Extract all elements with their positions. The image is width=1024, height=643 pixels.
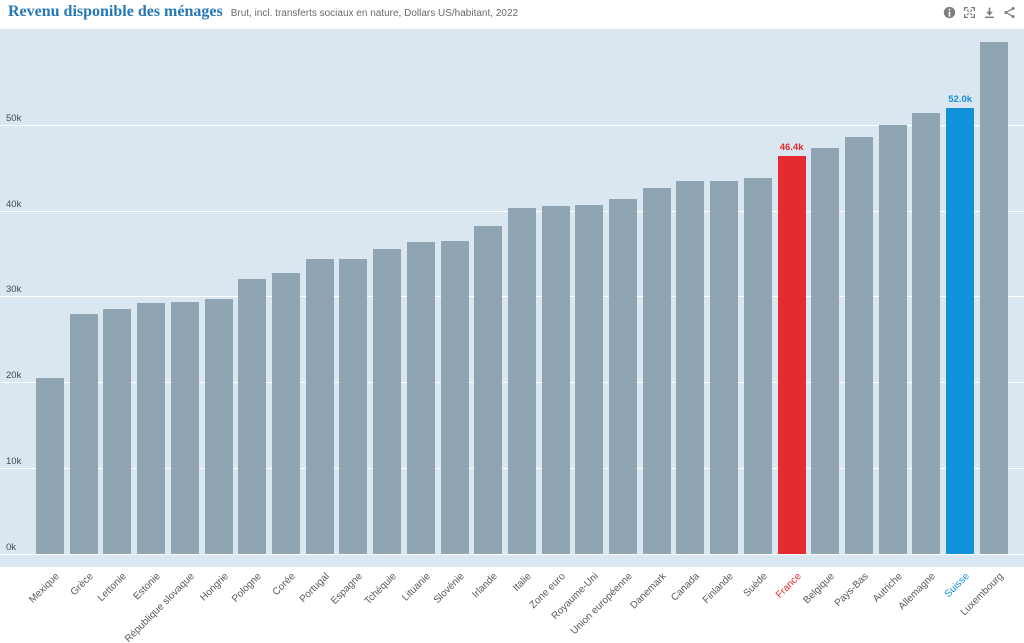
x-label-irlande: Irlande [470,571,500,601]
x-label-finlande: Finlande [701,571,736,606]
bar-irlande[interactable] [474,226,503,554]
x-label-pays-bas: Pays-Bas [832,571,871,610]
x-label-danemark: Danemark [628,571,669,612]
x-axis-labels: Mexique Grèce Lettonie Estonie République sl… [0,567,1024,643]
x-label-slovenie: Slovénie [431,571,467,606]
chart-header: Revenu disponible des ménages Brut, incl… [0,0,1024,29]
bar-grece[interactable] [69,313,98,554]
bar-suisse[interactable] [946,107,975,554]
bar-lettonie[interactable] [103,309,132,554]
gridline-0k [0,554,1024,555]
info-icon[interactable] [942,5,956,19]
x-label-suede: Suède [741,571,770,600]
chart-subtitle: Brut, incl. transferts sociaux en nature… [230,8,519,19]
plot-area: 0k 10k 20k 30k 40k 50k 46.4k 52.0k [0,29,1024,567]
bar-hongrie[interactable] [204,299,233,554]
y-tick-50k: 50k [6,112,22,124]
y-tick-20k: 20k [6,370,22,382]
chart-toolbar [942,5,1016,19]
bar-lituanie[interactable] [406,242,435,554]
x-label-tchequie: Tchéquie [362,571,399,608]
fullscreen-icon[interactable] [962,5,976,19]
x-label-canada: Canada [669,571,703,604]
chart-title: Revenu disponible des ménages [8,3,223,20]
bar-pays-bas[interactable] [845,136,874,554]
bar-estonie[interactable] [137,303,166,554]
bar-pologne[interactable] [238,279,267,554]
bar-mexique[interactable] [36,378,64,554]
x-label-estonie: Estonie [131,571,163,603]
bar-belgique[interactable] [811,147,840,554]
bar-allemagne[interactable] [912,112,941,554]
bar-canada[interactable] [676,180,705,554]
x-label-suisse: Suisse [942,571,972,601]
bar-union-europeenne[interactable] [609,199,638,554]
x-label-portugal: Portugal [297,571,332,606]
x-label-grece: Grèce [68,571,96,599]
bar-danemark[interactable] [642,188,671,554]
bar-zone-euro[interactable] [541,206,570,554]
x-label-france: France [773,571,804,601]
data-label-suisse: 52.0k [948,93,973,105]
x-label-pologne: Pologne [230,571,265,605]
bar-tchequie[interactable] [373,249,402,554]
x-label-mexique: Mexique [27,571,62,606]
x-label-union-europeenne: Union européenne [568,571,635,637]
x-label-italie: Italie [510,571,534,594]
bar-autriche[interactable] [878,124,907,554]
y-tick-30k: 30k [6,284,22,296]
x-label-hongrie: Hongrie [197,571,231,604]
x-label-lituanie: Lituanie [400,571,433,604]
bar-italie[interactable] [507,208,536,554]
y-tick-40k: 40k [6,198,22,210]
share-icon[interactable] [1002,5,1016,19]
y-tick-10k: 10k [6,456,22,468]
y-tick-0k: 0k [6,542,17,553]
bar-finlande[interactable] [710,180,739,554]
bar-royaume-uni[interactable] [575,204,604,554]
gridline-50k [0,124,1024,126]
x-label-coree: Corée [270,571,298,599]
bar-suede[interactable] [743,178,772,554]
x-label-espagne: Espagne [329,571,366,607]
bar-republique-slovaque[interactable] [170,301,199,554]
bar-espagne[interactable] [339,258,368,554]
bar-portugal[interactable] [305,258,334,554]
x-label-lettonie: Lettonie [96,571,130,604]
download-icon[interactable] [982,5,996,19]
bar-slovenie[interactable] [440,240,469,554]
bar-luxembourg[interactable] [979,42,1008,554]
bar-france[interactable] [777,155,806,554]
bar-coree[interactable] [271,273,300,554]
data-label-france: 46.4k [779,141,804,153]
